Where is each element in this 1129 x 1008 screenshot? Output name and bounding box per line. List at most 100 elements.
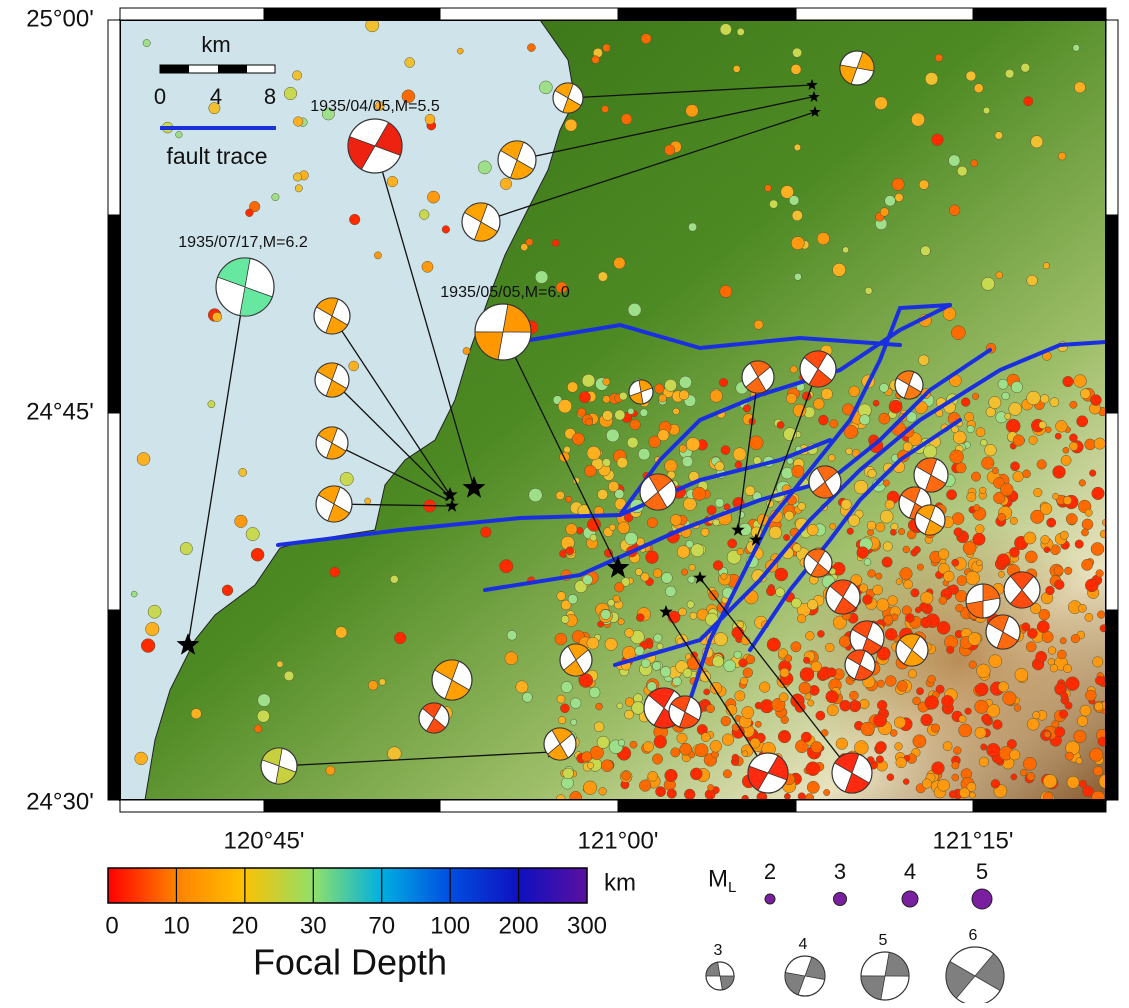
quake (769, 200, 777, 208)
quake (921, 617, 932, 628)
frame-bar (796, 8, 973, 20)
quake (919, 180, 929, 190)
quake (739, 659, 748, 668)
quake (991, 779, 1000, 788)
frame-bar (440, 800, 618, 812)
quake (681, 569, 687, 575)
quake (1020, 769, 1027, 776)
quake (1077, 416, 1088, 427)
frame-bar (973, 800, 1106, 812)
quake (679, 445, 687, 453)
quake (740, 677, 748, 685)
quake (349, 214, 360, 225)
frame-bar (264, 8, 440, 20)
quake (968, 633, 981, 646)
frame-bar (796, 800, 973, 812)
quake (1063, 664, 1071, 672)
quake (621, 114, 632, 125)
quake (572, 433, 584, 445)
quake (777, 421, 784, 428)
quake (1031, 136, 1043, 148)
scale-tick: 4 (210, 84, 222, 109)
quake (993, 720, 1003, 730)
quake (1026, 642, 1036, 652)
quake (254, 725, 262, 733)
quake (965, 708, 972, 715)
quake (974, 84, 983, 93)
quake (463, 347, 470, 354)
quake (724, 660, 736, 672)
quake (714, 633, 727, 646)
quake (597, 489, 607, 499)
quake (641, 659, 650, 668)
quake (394, 632, 406, 644)
quake (390, 575, 398, 583)
quake (780, 668, 789, 677)
quake (180, 542, 192, 554)
colorbar-unit: km (604, 869, 636, 896)
quake (897, 681, 908, 692)
quake (876, 756, 883, 763)
quake (379, 679, 386, 686)
quake (789, 196, 799, 206)
quake (594, 722, 604, 732)
colorbar-tick: 70 (368, 912, 395, 939)
quake (664, 145, 675, 156)
quake (235, 515, 248, 528)
quake (571, 719, 577, 725)
quake (1050, 398, 1059, 407)
quake (561, 615, 569, 623)
quake (1027, 718, 1039, 730)
quake (876, 573, 882, 579)
quake (618, 522, 630, 534)
quake (785, 511, 794, 520)
quake (148, 605, 161, 618)
quake (735, 691, 745, 701)
quake (967, 425, 974, 432)
quake (983, 107, 990, 114)
quake (767, 638, 780, 651)
quake (539, 81, 552, 94)
quake (821, 388, 832, 399)
quake (959, 724, 972, 737)
quake (998, 682, 1008, 692)
quake (686, 438, 700, 452)
quake (982, 457, 995, 470)
quake (661, 572, 672, 583)
quake (1041, 535, 1050, 544)
quake (938, 549, 949, 560)
frame-bar (618, 800, 796, 812)
quake (587, 446, 601, 460)
quake (1080, 389, 1090, 399)
quake (1093, 657, 1103, 667)
quake (690, 612, 697, 619)
quake (1063, 496, 1071, 504)
quake (566, 547, 574, 555)
quake (1096, 570, 1104, 578)
quake (793, 544, 801, 552)
quake (982, 277, 995, 290)
magnitude-legend: M L 2345 (708, 859, 992, 909)
quake (1060, 531, 1068, 539)
quake (606, 429, 619, 442)
quake (807, 781, 819, 793)
quake (728, 539, 737, 548)
quake (1027, 628, 1037, 638)
quake (961, 398, 970, 407)
quake (1006, 419, 1020, 433)
quake (969, 661, 977, 669)
quake (570, 698, 581, 709)
quake (924, 445, 937, 458)
quake (915, 607, 921, 613)
quake (522, 692, 532, 702)
quake (791, 598, 801, 608)
quake (632, 702, 645, 715)
quake (1082, 559, 1093, 570)
quake (349, 361, 359, 371)
quake (1052, 720, 1059, 727)
quake (598, 272, 608, 282)
quake (1064, 567, 1072, 575)
quake (1066, 677, 1080, 691)
quake (797, 614, 806, 623)
quake (952, 559, 959, 566)
